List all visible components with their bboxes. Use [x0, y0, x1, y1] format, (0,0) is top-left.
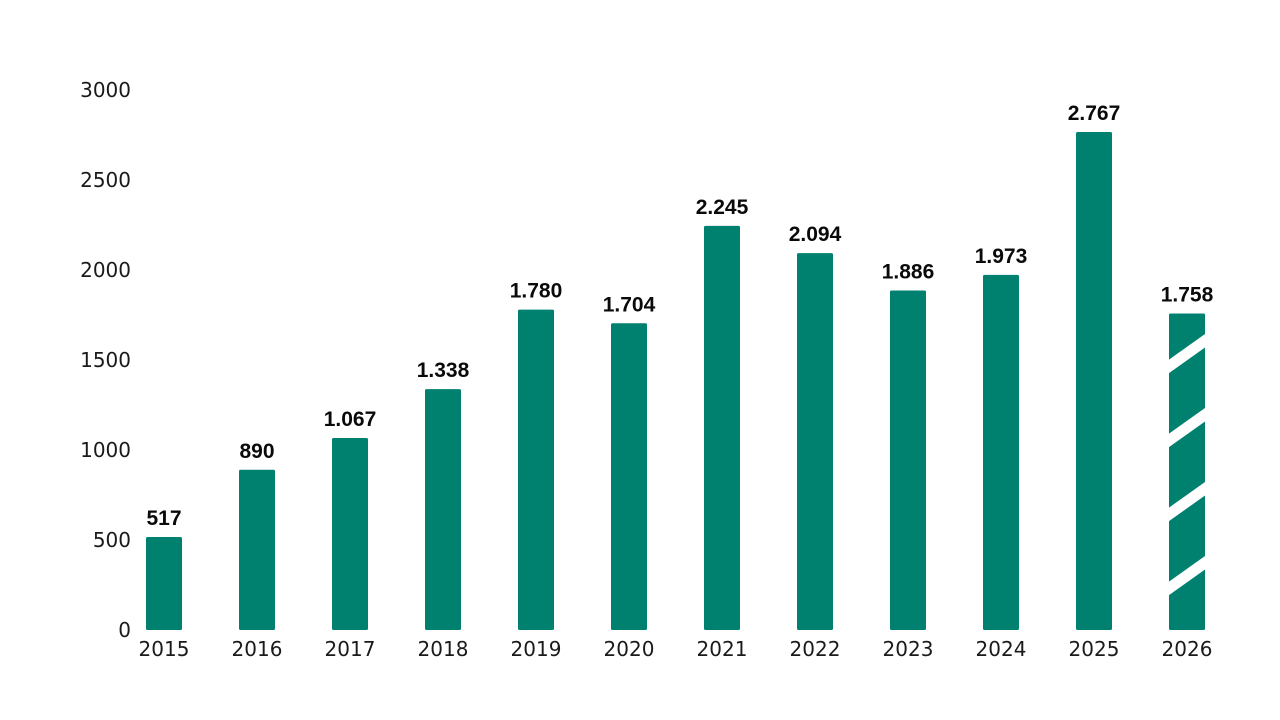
y-tick-label: 0 [118, 618, 131, 642]
bar-hatch-pattern [1159, 333, 1215, 720]
x-tick-label: 2017 [325, 637, 376, 661]
hatch-stripe [1169, 481, 1205, 522]
bar [332, 437, 368, 630]
bar [704, 225, 740, 630]
y-tick-label: 500 [93, 528, 131, 552]
bar [518, 309, 554, 630]
y-tick-label: 1500 [80, 348, 131, 372]
bar-value-label: 1.067 [324, 408, 377, 431]
bar [1076, 131, 1112, 630]
x-tick-label: 2015 [139, 637, 190, 661]
bar-value-label: 1.338 [417, 359, 470, 382]
x-tick-label: 2021 [697, 637, 748, 661]
y-tick-label: 2000 [80, 258, 131, 282]
y-tick-label: 1000 [80, 438, 131, 462]
bar-value-label: 1.758 [1161, 284, 1214, 307]
bar-value-label: 2.767 [1068, 102, 1121, 125]
bar-value-label: 890 [239, 440, 274, 463]
x-tick-label: 2018 [418, 637, 469, 661]
bars-group [146, 131, 1215, 720]
bar-value-label: 1.780 [510, 280, 563, 303]
bar [797, 253, 833, 630]
bar-value-label: 2.094 [789, 223, 842, 246]
y-tick-label: 2500 [80, 168, 131, 192]
bar [611, 323, 647, 630]
bar [1169, 313, 1205, 630]
x-tick-label: 2025 [1069, 637, 1120, 661]
bar [890, 290, 926, 630]
hatch-stripe [1169, 555, 1205, 596]
value-labels-group: 517 890 1.067 1.338 1.780 1.704 2.245 2.094 1.88… [146, 102, 1213, 530]
hatch-stripe [1159, 704, 1215, 720]
x-axis: 2015 2016 2017 2018 2019 2020 2021 2022 2023 2024… [139, 637, 1213, 661]
bar-value-label: 517 [146, 507, 181, 530]
hatch-stripe [1169, 333, 1205, 374]
x-tick-label: 2023 [883, 637, 934, 661]
bar [425, 389, 461, 630]
hatch-stripe [1169, 407, 1205, 448]
x-tick-label: 2019 [511, 637, 562, 661]
bar-value-label: 1.973 [975, 245, 1028, 268]
y-axis: 0 500 1000 1500 2000 2500 3000 [80, 78, 131, 642]
bar-value-label: 1.886 [882, 261, 935, 284]
bar-value-label: 2.245 [696, 196, 749, 219]
bar-value-label: 1.704 [603, 293, 656, 316]
bar [983, 274, 1019, 630]
x-tick-label: 2016 [232, 637, 283, 661]
x-tick-label: 2022 [790, 637, 841, 661]
x-tick-label: 2020 [604, 637, 655, 661]
y-tick-label: 3000 [80, 78, 131, 102]
x-tick-label: 2026 [1162, 637, 1213, 661]
bar [239, 469, 275, 630]
bar [146, 536, 182, 630]
x-tick-label: 2024 [976, 637, 1027, 661]
